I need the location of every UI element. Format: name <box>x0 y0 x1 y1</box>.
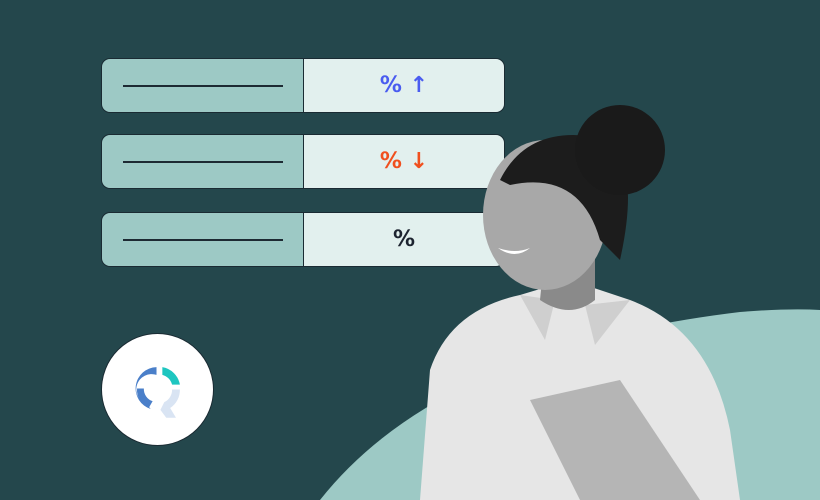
percent-value: % <box>379 149 402 174</box>
label-placeholder <box>102 135 304 188</box>
metric-row-up: % ↑ <box>101 58 505 113</box>
arrow-up-icon: ↑ <box>409 73 429 98</box>
logo-icon <box>135 367 180 418</box>
arrow-down-icon: ↓ <box>409 149 429 174</box>
metric-row-down: % ↓ <box>101 134 505 189</box>
placeholder-line <box>123 239 283 241</box>
percent-value: % <box>392 227 416 252</box>
placeholder-line <box>123 161 283 163</box>
logo-badge <box>101 333 214 446</box>
placeholder-line <box>123 85 283 87</box>
percent-value: % <box>379 73 402 98</box>
label-placeholder <box>102 213 304 266</box>
metric-row-neutral: % <box>101 212 505 267</box>
label-placeholder <box>102 59 304 112</box>
person-photo <box>420 105 740 500</box>
